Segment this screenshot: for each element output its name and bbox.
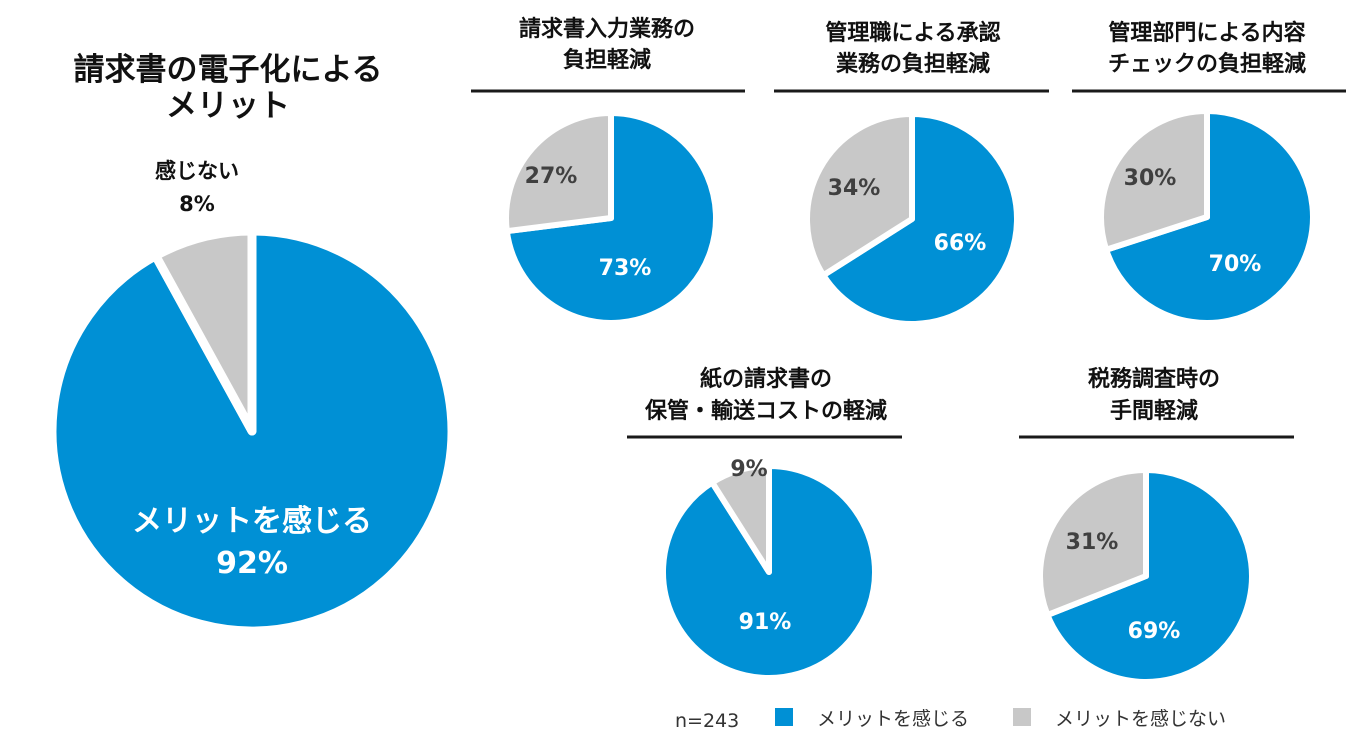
legend: n=243 メリットを感じる メリットを感じない bbox=[675, 708, 1226, 732]
slice-positive-label: 66% bbox=[934, 231, 987, 256]
pie-chart-2: 請求書入力業務の負担軽減 73% 27% bbox=[471, 16, 745, 326]
slice-positive-label: メリットを感じる 92% bbox=[132, 504, 372, 581]
legend-label-2: メリットを感じない bbox=[1055, 708, 1226, 730]
legend-swatch-2 bbox=[1013, 708, 1031, 726]
slice-negative-label: 31% bbox=[1066, 530, 1119, 555]
pie-chart-4-title: 管理部門による内容チェックの負担軽減 bbox=[1108, 20, 1306, 77]
slice-negative-label: 感じない 8% bbox=[155, 159, 239, 216]
pie-chart-1-title: 請求書の電子化によるメリット bbox=[73, 52, 382, 124]
pie-chart-5: 紙の請求書の保管・輸送コストの軽減 91% 9% bbox=[627, 366, 902, 681]
slice-positive bbox=[1044, 467, 1255, 685]
slice-negative bbox=[151, 226, 257, 436]
slice-negative-label: 9% bbox=[730, 457, 767, 482]
pie-chart-6: 税務調査時の手間軽減 69% 31% bbox=[1019, 366, 1294, 685]
pie-chart-3-title: 管理職による承認業務の負担軽減 bbox=[825, 20, 1000, 77]
slice-positive-label: 70% bbox=[1209, 252, 1262, 277]
pie-chart-4: 管理部門による内容チェックの負担軽減 70% 30% bbox=[1072, 20, 1346, 326]
slice-negative bbox=[709, 463, 772, 575]
slice-negative-label: 27% bbox=[525, 164, 578, 189]
legend-label-1: メリットを感じる bbox=[817, 708, 969, 730]
slice-positive-label: 69% bbox=[1128, 619, 1181, 644]
sample-size-note: n=243 bbox=[675, 710, 739, 732]
legend-swatch-1 bbox=[775, 708, 793, 726]
slice-negative bbox=[1098, 108, 1210, 253]
slice-negative bbox=[804, 111, 915, 279]
pie-chart-3: 管理職による承認業務の負担軽減 66% 34% bbox=[774, 20, 1049, 327]
slice-positive bbox=[820, 111, 1020, 327]
slice-negative-label: 34% bbox=[828, 176, 881, 201]
slice-positive-label: 73% bbox=[599, 256, 652, 281]
pie-chart-5-title: 紙の請求書の保管・輸送コストの軽減 bbox=[644, 366, 887, 424]
slice-negative bbox=[503, 110, 614, 235]
pie-chart-6-title: 税務調査時の手間軽減 bbox=[1088, 366, 1220, 424]
pie-chart-2-title: 請求書入力業務の負担軽減 bbox=[519, 16, 695, 73]
slice-negative-label: 30% bbox=[1124, 166, 1177, 191]
slice-negative bbox=[1037, 467, 1149, 619]
slice-positive-label: 91% bbox=[739, 610, 792, 635]
